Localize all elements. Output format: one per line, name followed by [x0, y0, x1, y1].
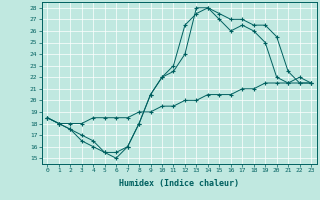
X-axis label: Humidex (Indice chaleur): Humidex (Indice chaleur)	[119, 179, 239, 188]
